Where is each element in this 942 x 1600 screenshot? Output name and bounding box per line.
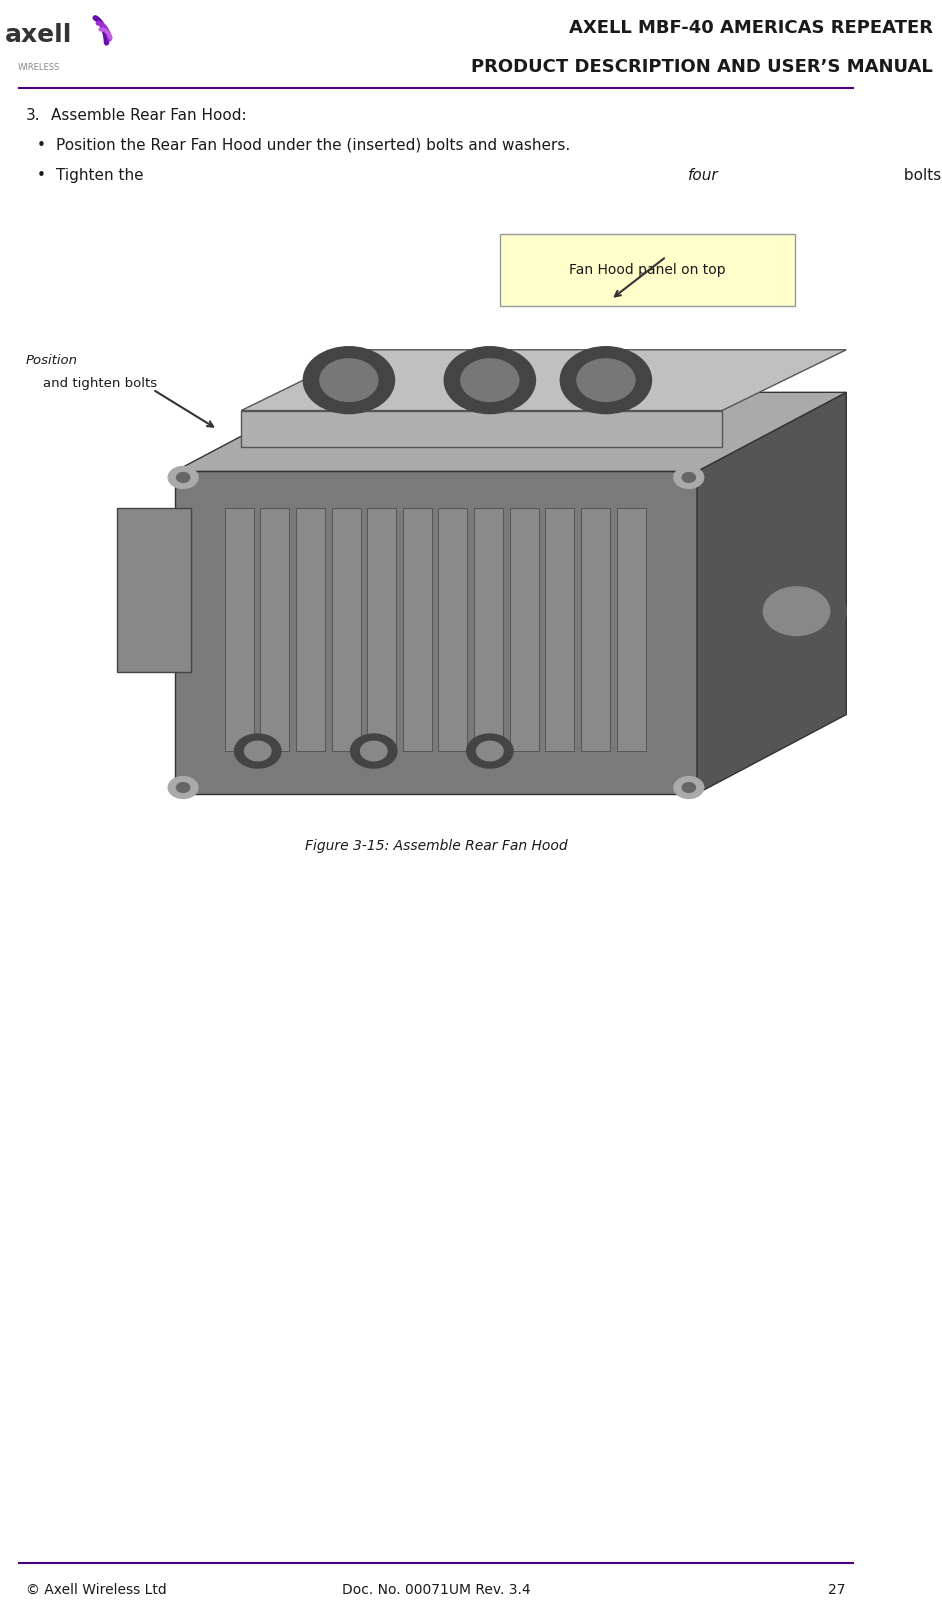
Text: 27: 27 (828, 1582, 846, 1597)
Circle shape (763, 587, 830, 635)
Circle shape (477, 741, 503, 760)
FancyBboxPatch shape (500, 234, 795, 306)
Circle shape (320, 358, 378, 402)
Circle shape (303, 347, 395, 414)
Circle shape (176, 782, 189, 792)
Polygon shape (617, 507, 645, 750)
Circle shape (560, 347, 652, 414)
Text: Figure 3-15: Assemble Rear Fan Hood: Figure 3-15: Assemble Rear Fan Hood (304, 838, 567, 853)
Polygon shape (403, 507, 431, 750)
Polygon shape (241, 411, 722, 446)
Polygon shape (367, 507, 397, 750)
Text: WIRELESS: WIRELESS (18, 64, 60, 72)
Circle shape (169, 467, 198, 488)
Circle shape (461, 358, 519, 402)
Text: four: four (689, 168, 719, 182)
Text: 3.: 3. (26, 107, 41, 123)
Polygon shape (581, 507, 610, 750)
Text: •: • (37, 138, 46, 152)
Polygon shape (241, 350, 846, 411)
Polygon shape (175, 472, 697, 794)
Polygon shape (545, 507, 575, 750)
Polygon shape (260, 507, 289, 750)
Circle shape (577, 358, 635, 402)
Text: PRODUCT DESCRIPTION AND USER’S MANUAL: PRODUCT DESCRIPTION AND USER’S MANUAL (471, 58, 933, 77)
Polygon shape (117, 507, 191, 672)
Text: Position: Position (26, 355, 78, 368)
Polygon shape (697, 392, 846, 794)
Circle shape (466, 734, 513, 768)
Circle shape (682, 782, 695, 792)
Text: © Axell Wireless Ltd: © Axell Wireless Ltd (26, 1582, 167, 1597)
Polygon shape (332, 507, 361, 750)
Circle shape (245, 741, 271, 760)
Circle shape (169, 776, 198, 798)
Text: AXELL MBF-40 AMERICAS REPEATER: AXELL MBF-40 AMERICAS REPEATER (569, 19, 933, 37)
Circle shape (361, 741, 387, 760)
Text: under bolts: under bolts (390, 355, 471, 368)
Circle shape (674, 467, 704, 488)
Circle shape (674, 776, 704, 798)
Polygon shape (438, 507, 467, 750)
Circle shape (682, 472, 695, 482)
Circle shape (350, 734, 397, 768)
Text: and tighten bolts: and tighten bolts (26, 378, 157, 390)
Polygon shape (510, 507, 539, 750)
Text: bolts.: bolts. (900, 168, 942, 182)
Polygon shape (296, 507, 325, 750)
Polygon shape (224, 507, 253, 750)
Text: Position the Rear Fan Hood under the (inserted) bolts and washers.: Position the Rear Fan Hood under the (in… (56, 138, 570, 152)
Text: Fan Hood panel on top: Fan Hood panel on top (570, 262, 726, 277)
Text: •: • (37, 168, 46, 182)
Circle shape (747, 574, 846, 648)
Circle shape (176, 472, 189, 482)
Circle shape (235, 734, 281, 768)
Text: Assemble Rear Fan Hood:: Assemble Rear Fan Hood: (51, 107, 247, 123)
Polygon shape (175, 392, 846, 472)
Circle shape (445, 347, 535, 414)
Text: axell: axell (6, 22, 73, 46)
Polygon shape (474, 507, 503, 750)
Text: Doc. No. 00071UM Rev. 3.4: Doc. No. 00071UM Rev. 3.4 (342, 1582, 530, 1597)
Text: Tighten the: Tighten the (56, 168, 148, 182)
